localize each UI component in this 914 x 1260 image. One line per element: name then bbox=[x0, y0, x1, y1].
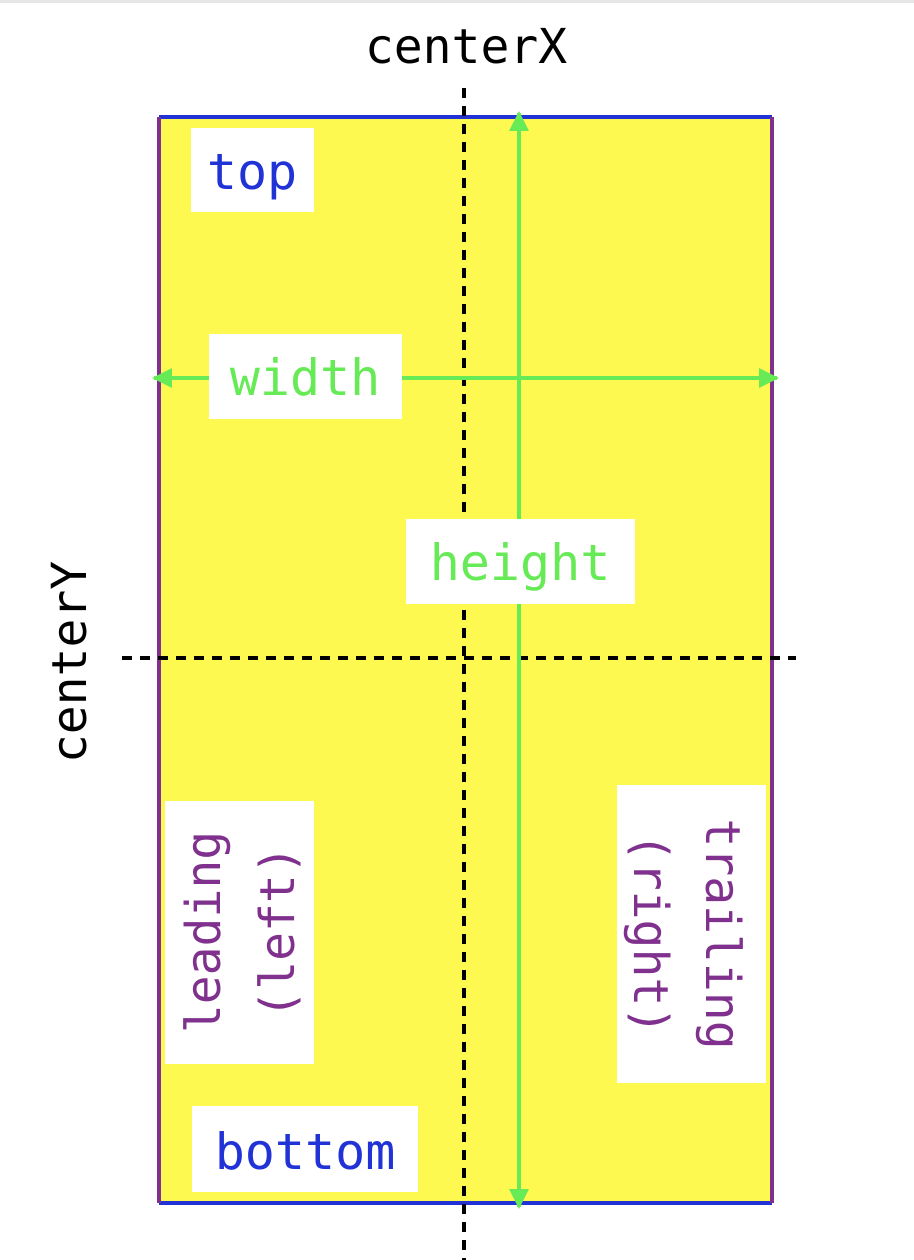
top-label-box bbox=[191, 128, 314, 212]
trailing-label-line2: (right) bbox=[622, 833, 678, 1035]
width-label: width bbox=[230, 349, 381, 407]
leading-label-box bbox=[165, 801, 314, 1064]
trailing-label-line1: trailing bbox=[694, 818, 750, 1049]
height-label: height bbox=[430, 534, 611, 592]
top-divider bbox=[0, 0, 914, 3]
leading-label-line1: leading bbox=[176, 831, 232, 1033]
bottom-label-box bbox=[192, 1106, 418, 1192]
width-label-box bbox=[209, 334, 402, 419]
height-label-box bbox=[406, 519, 635, 604]
trailing-label-box bbox=[617, 785, 766, 1083]
top-label: top bbox=[207, 143, 297, 201]
bottom-label: bottom bbox=[215, 1123, 396, 1181]
center-x-label: centerX bbox=[365, 19, 567, 75]
leading-label-line2: (left) bbox=[250, 845, 306, 1018]
center-y-label: centerY bbox=[42, 561, 98, 763]
